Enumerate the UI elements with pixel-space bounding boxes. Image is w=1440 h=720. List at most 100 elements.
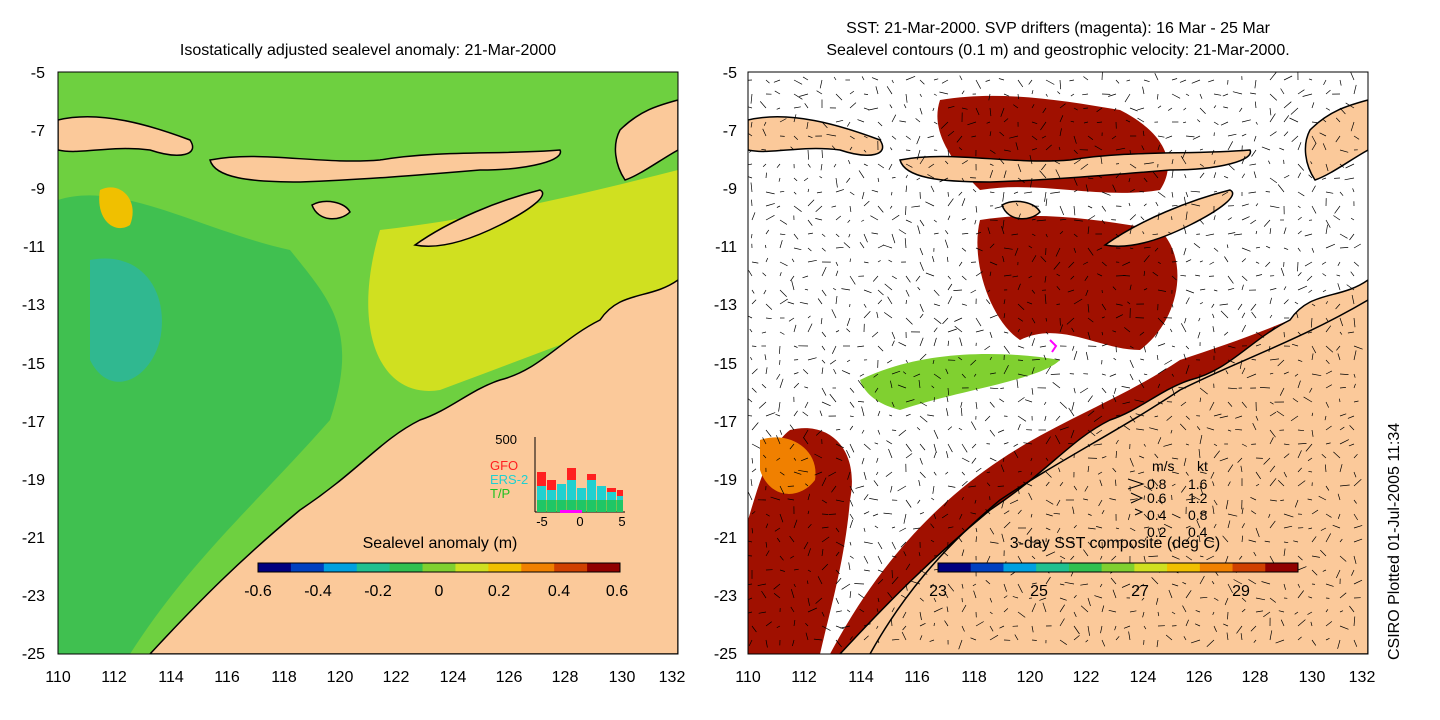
velocity-vector <box>1294 301 1299 305</box>
velocity-vector <box>932 107 935 112</box>
velocity-vector <box>1129 359 1134 368</box>
velocity-vector <box>803 177 809 182</box>
velocity-vector <box>961 443 968 453</box>
velocity-vector <box>961 373 966 379</box>
velocity-vector <box>1017 470 1022 473</box>
velocity-vector <box>1013 451 1019 459</box>
velocity-vector <box>1073 635 1080 641</box>
velocity-vector <box>1185 471 1189 476</box>
velocity-vector <box>1283 513 1294 518</box>
velocity-vector <box>1097 471 1103 475</box>
inset-bar <box>587 478 596 512</box>
velocity-vector <box>1143 255 1150 263</box>
velocity-vector <box>1339 538 1343 543</box>
velocity-vector <box>871 232 879 235</box>
velocity-vector <box>793 191 797 195</box>
right-y-tick: -9 <box>723 181 737 198</box>
velocity-vector <box>1325 425 1332 431</box>
velocity-vector <box>958 639 963 650</box>
velocity-vector <box>887 359 893 364</box>
velocity-vector <box>861 219 865 222</box>
velocity-vector <box>1269 93 1278 101</box>
velocity-vector <box>1353 345 1363 350</box>
velocity-vector <box>944 239 949 249</box>
right-ne-islands <box>1304 99 1368 181</box>
velocity-vector <box>1155 331 1159 338</box>
velocity-vector <box>947 526 954 529</box>
velocity-vector <box>1026 527 1033 535</box>
right-colorbar: 3-day SST composite (deg C) 23 25 27 29 <box>929 535 1299 600</box>
velocity-vector <box>961 625 965 632</box>
velocity-vector <box>1345 102 1355 109</box>
velocity-vector <box>1073 524 1077 529</box>
velocity-vector <box>857 119 865 123</box>
velocity-vector <box>1154 247 1159 252</box>
velocity-vector <box>1039 597 1047 601</box>
velocity-vector <box>1073 350 1078 361</box>
velocity-vector <box>1185 555 1193 561</box>
velocity-vector <box>1269 314 1273 319</box>
velocity-vector <box>975 107 980 116</box>
velocity-vector <box>849 205 852 212</box>
velocity-vector <box>1028 79 1033 85</box>
velocity-vector <box>1219 415 1229 419</box>
left-y-tick: -15 <box>22 356 45 373</box>
velocity-vector <box>1134 399 1145 403</box>
velocity-vector <box>989 107 992 117</box>
velocity-vector <box>1325 583 1334 587</box>
velocity-vector <box>942 317 949 325</box>
velocity-vector <box>1030 513 1033 518</box>
velocity-vector <box>1157 383 1161 389</box>
velocity-vector <box>989 527 995 535</box>
velocity-vector <box>1171 611 1176 615</box>
velocity-vector <box>1157 401 1163 405</box>
velocity-vector <box>1087 513 1092 516</box>
velocity-vector <box>1143 246 1151 249</box>
velocity-vector <box>1349 425 1355 431</box>
velocity-vector <box>891 576 899 585</box>
velocity-vector <box>1143 526 1150 529</box>
velocity-vector <box>1185 259 1192 263</box>
velocity-vector <box>1183 121 1187 124</box>
velocity-vector <box>905 289 910 297</box>
right-map-content <box>748 72 1368 654</box>
left-y-tick: -11 <box>23 239 45 256</box>
velocity-vector <box>1199 148 1204 151</box>
velocity-vector <box>972 189 977 193</box>
velocity-vector <box>1113 357 1117 361</box>
velocity-vector <box>871 331 879 338</box>
velocity-vector <box>1345 163 1355 169</box>
velocity-vector <box>849 485 855 494</box>
velocity-vector <box>1129 415 1136 423</box>
left-colorbar-swatch <box>258 563 292 572</box>
right-x-axis: 110 112 114 116 118 120 122 124 126 128 … <box>735 669 1375 686</box>
velocity-vector <box>1251 359 1257 361</box>
velocity-vector <box>1059 597 1067 601</box>
velocity-vector <box>891 114 897 123</box>
velocity-vector <box>1040 256 1047 263</box>
velocity-vector <box>849 555 854 559</box>
velocity-vector <box>849 591 852 599</box>
velocity-vector <box>858 593 865 599</box>
velocity-vector <box>1185 289 1195 294</box>
velocity-vector <box>877 135 882 141</box>
velocity-vector <box>1115 439 1119 445</box>
velocity-vector <box>1322 569 1327 572</box>
velocity-vector <box>919 569 928 575</box>
velocity-vector <box>1325 533 1332 543</box>
left-colorbar-swatch <box>488 563 522 572</box>
velocity-vector <box>1143 443 1146 447</box>
velocity-vector <box>1339 413 1347 417</box>
velocity-vector <box>1304 261 1313 267</box>
velocity-vector <box>1083 549 1089 557</box>
velocity-vector <box>961 233 969 235</box>
velocity-arrow-icon <box>1134 508 1144 516</box>
velocity-vector <box>1227 275 1234 284</box>
velocity-vector <box>790 275 795 282</box>
velocity-vector <box>835 551 840 557</box>
velocity-vector <box>748 176 753 179</box>
velocity-vector <box>1171 275 1177 281</box>
velocity-vector <box>1082 93 1089 96</box>
velocity-vector <box>863 261 869 264</box>
velocity-vector <box>1251 510 1257 515</box>
